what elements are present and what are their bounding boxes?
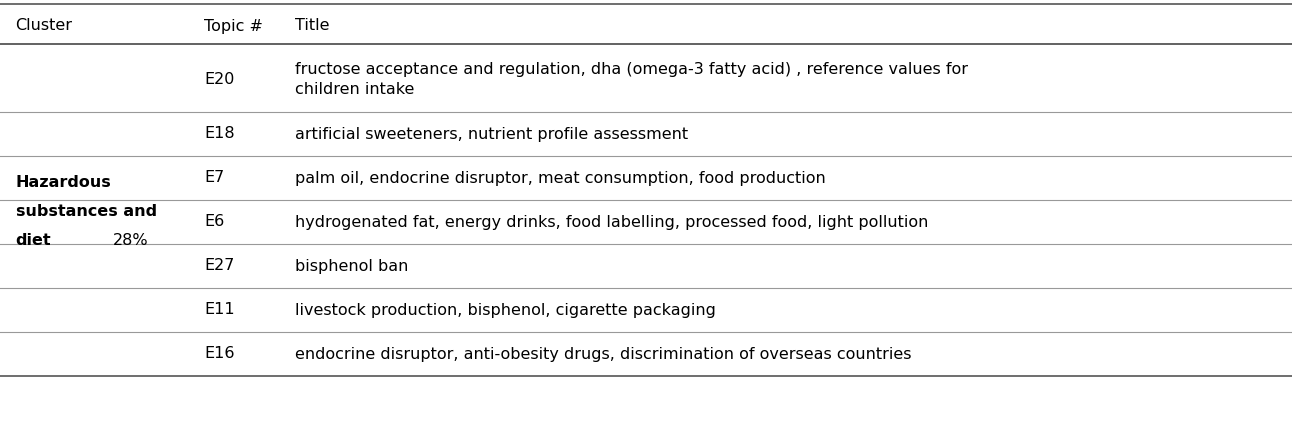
Text: diet: diet	[16, 233, 52, 248]
Text: E16: E16	[204, 346, 235, 361]
Text: fructose acceptance and regulation, dha (omega-3 fatty acid) , reference values : fructose acceptance and regulation, dha …	[295, 62, 968, 97]
Text: E7: E7	[204, 171, 225, 186]
Text: livestock production, bisphenol, cigarette packaging: livestock production, bisphenol, cigaret…	[295, 303, 716, 318]
Text: Title: Title	[295, 19, 329, 34]
Text: endocrine disruptor, anti-obesity drugs, discrimination of overseas countries: endocrine disruptor, anti-obesity drugs,…	[295, 346, 911, 361]
Text: E27: E27	[204, 259, 235, 273]
Text: palm oil, endocrine disruptor, meat consumption, food production: palm oil, endocrine disruptor, meat cons…	[295, 171, 826, 186]
Text: E18: E18	[204, 127, 235, 141]
Text: Cluster: Cluster	[16, 19, 72, 34]
Text: E20: E20	[204, 72, 235, 87]
Text: E11: E11	[204, 303, 235, 318]
Text: substances and: substances and	[16, 204, 156, 219]
Text: artificial sweeteners, nutrient profile assessment: artificial sweeteners, nutrient profile …	[295, 127, 687, 141]
Text: E6: E6	[204, 214, 225, 229]
Text: 28%: 28%	[112, 233, 149, 248]
Text: hydrogenated fat, energy drinks, food labelling, processed food, light pollution: hydrogenated fat, energy drinks, food la…	[295, 214, 928, 229]
Text: Hazardous: Hazardous	[16, 175, 111, 190]
Text: Topic #: Topic #	[204, 19, 264, 34]
Text: bisphenol ban: bisphenol ban	[295, 259, 408, 273]
